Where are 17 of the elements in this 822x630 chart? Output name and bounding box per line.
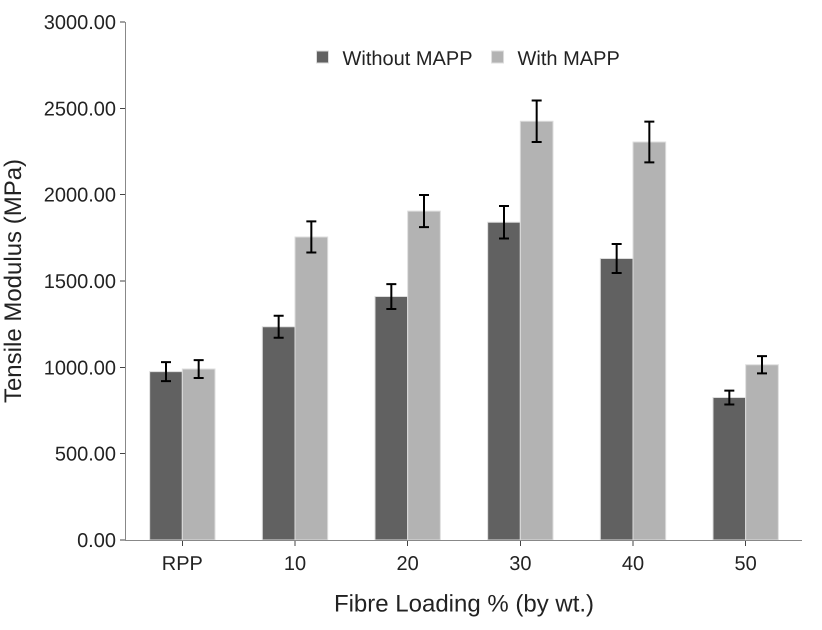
x-tick-label: 50 bbox=[734, 553, 757, 575]
y-axis-title: Tensile Modulus (MPa) bbox=[0, 158, 27, 404]
y-tick-label: 1500.00 bbox=[44, 271, 116, 293]
x-tick-label: 10 bbox=[284, 553, 306, 575]
x-tick-label: 20 bbox=[396, 553, 419, 575]
x-tick-label: RPP bbox=[162, 553, 203, 575]
y-tick-label: 2000.00 bbox=[44, 184, 116, 207]
legend-label: With MAPP bbox=[518, 48, 620, 70]
y-tick-label: 2500.00 bbox=[44, 98, 116, 120]
x-tick-label: 40 bbox=[622, 553, 644, 575]
legend-label: Without MAPP bbox=[342, 48, 473, 70]
y-tick-label: 3000.00 bbox=[44, 12, 116, 34]
x-axis-title: Fibre Loading % (by wt.) bbox=[334, 590, 594, 618]
y-tick-label: 0.00 bbox=[77, 530, 116, 552]
y-tick-label: 500.00 bbox=[54, 444, 116, 466]
x-tick-label: 30 bbox=[509, 553, 532, 575]
y-tick-label: 1000.00 bbox=[44, 357, 116, 380]
